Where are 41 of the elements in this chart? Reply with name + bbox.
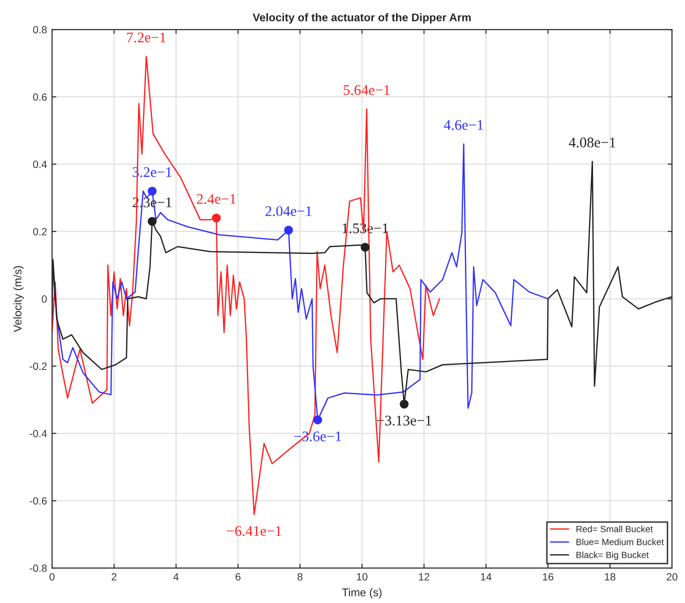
x-tick-label: 14	[481, 573, 492, 580]
x-tick-label: 4	[173, 573, 179, 580]
annotation: 5.64e−1	[344, 85, 390, 95]
y-tick-label: -0.4	[30, 430, 47, 438]
legend-label: Blue= Medium Bucket	[576, 538, 664, 546]
y-tick-label: -0.6	[30, 497, 47, 505]
y-axis-title: Velocity (m/s)	[13, 266, 24, 332]
annotation: 7.2e−1	[127, 32, 166, 42]
y-tick-label: 0	[42, 295, 47, 303]
y-tick-label: 0.2	[33, 228, 47, 236]
point	[212, 214, 221, 222]
annotation: −6.41e−1	[227, 526, 282, 536]
x-tick-label: 12	[419, 573, 430, 580]
chart-title: Velocity of the actuator of the Dipper Arm	[252, 13, 471, 24]
legend-label: Black= Big Bucket	[576, 551, 649, 560]
x-axis-title: Time (s)	[342, 588, 382, 599]
x-tick-label: 6	[236, 573, 240, 581]
line-series	[52, 56, 440, 516]
annotation: 2.4e−1	[196, 194, 236, 204]
legend-label: Red= Small Bucket	[576, 526, 653, 532]
x-tick-label: 16	[543, 573, 554, 581]
point	[148, 216, 157, 226]
x-tick-label: 20	[666, 573, 678, 581]
y-tick-label: -0.8	[30, 564, 47, 572]
annotation: 2.04e−1	[265, 206, 312, 216]
point	[313, 416, 322, 424]
point	[148, 186, 157, 196]
x-tick-label: 18	[604, 573, 616, 581]
y-tick-label: 0.4	[33, 160, 47, 168]
point	[284, 226, 293, 235]
point	[360, 242, 370, 252]
y-tick-label: 0.6	[33, 93, 47, 101]
x-tick-label: 10	[357, 573, 368, 581]
point	[400, 400, 409, 409]
annotation: 4.08e−1	[568, 138, 616, 148]
y-tick-label: 0.8	[33, 26, 47, 34]
y-tick-label: -0.2	[30, 362, 47, 370]
x-tick-label: 0	[50, 573, 55, 581]
x-tick-label: 2	[112, 573, 116, 580]
annotation: 4.6e−1	[444, 120, 483, 130]
x-tick-label: 8	[298, 573, 302, 581]
